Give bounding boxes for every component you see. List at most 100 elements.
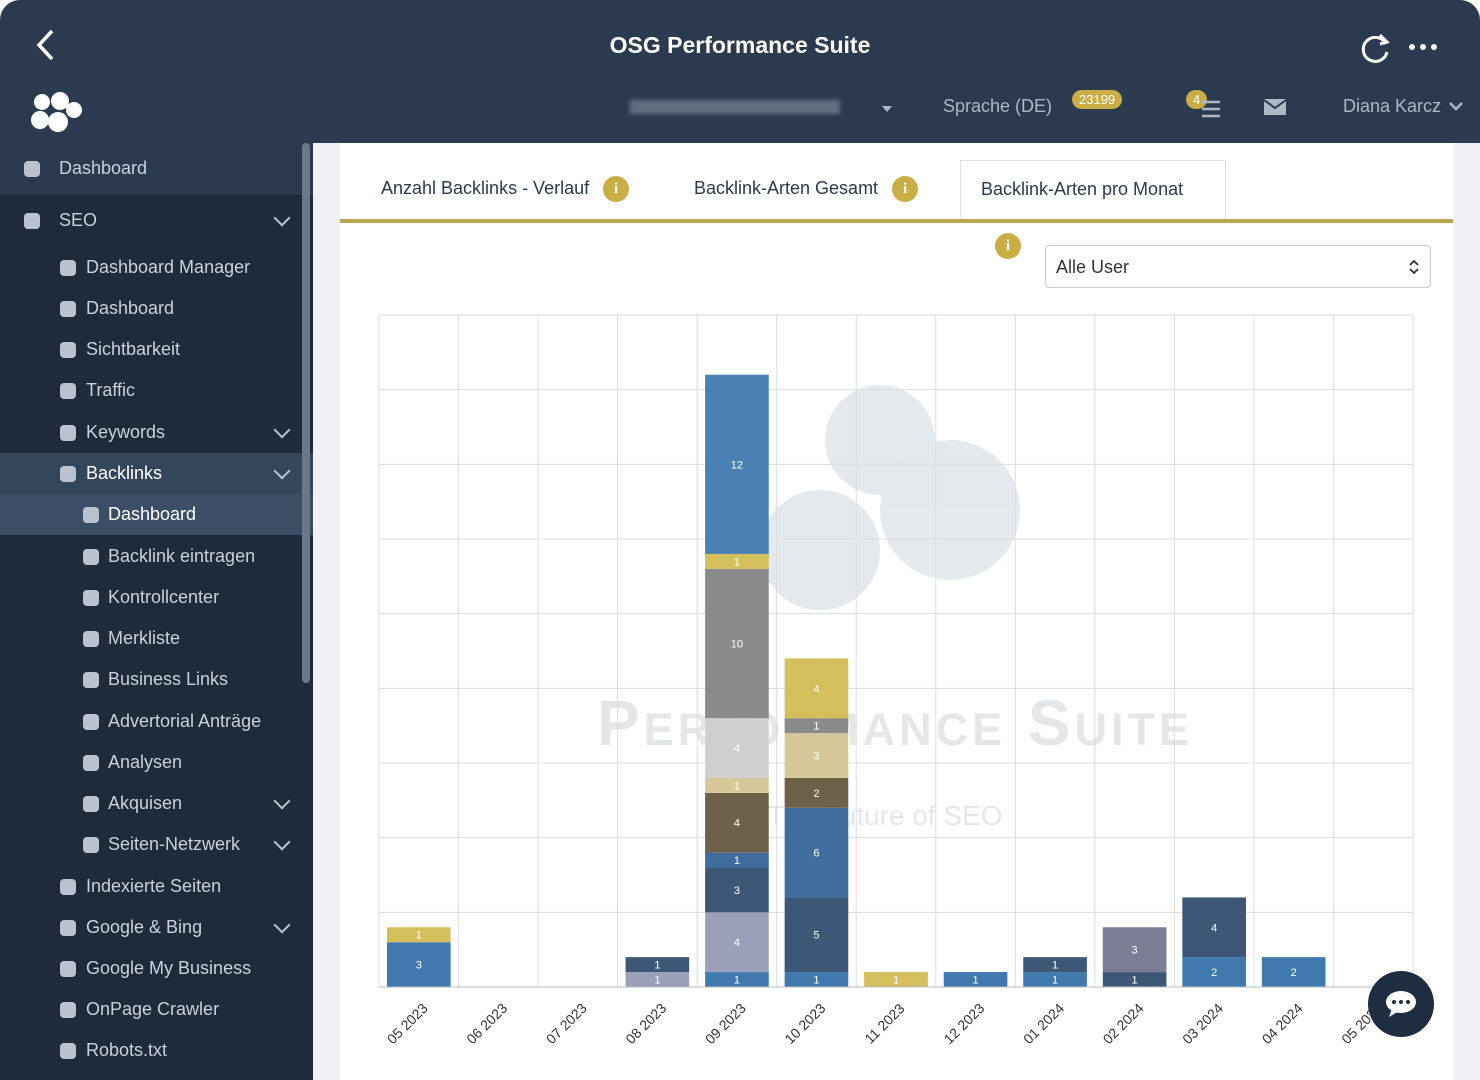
nav-item[interactable]: Indexierte Seiten — [0, 866, 300, 907]
nav-chevron[interactable] — [273, 462, 291, 480]
logo — [31, 92, 82, 132]
segment-label: 3 — [416, 960, 422, 972]
info-icon[interactable]: i — [603, 176, 630, 203]
nav-item[interactable]: Dashboard — [0, 148, 300, 189]
nav-label: Kontrollcenter — [108, 587, 220, 607]
segment-label: 1 — [1132, 975, 1138, 987]
nav-item[interactable]: Backlinks — [0, 453, 300, 494]
segment-label: 3 — [1132, 945, 1138, 957]
bar-segment — [1102, 972, 1167, 987]
segment-label: 4 — [813, 683, 819, 695]
content-card: Anzahl Backlinks - Verlauf i Backlink-Art… — [340, 143, 1453, 1080]
task-badge[interactable]: 4 — [1186, 90, 1208, 109]
bar-segment — [784, 897, 849, 973]
nav-chevron[interactable] — [273, 833, 291, 851]
notification-badge[interactable]: 23199 — [1072, 90, 1123, 109]
segment-label: 4 — [734, 937, 740, 949]
tab-label: Anzahl Backlinks - Verlauf — [381, 178, 590, 198]
watermark: Performance Suite The Future of SEO — [597, 385, 1189, 831]
bar-segment — [625, 972, 690, 987]
segment-label: 1 — [734, 975, 740, 987]
nav-item[interactable]: Advertorial Anträge — [0, 701, 300, 742]
nav-label: Keywords — [86, 422, 166, 442]
tab-label: Backlink-Arten pro Monat — [981, 179, 1184, 199]
nav-icon — [83, 755, 99, 771]
info-icon[interactable]: i — [892, 176, 919, 203]
bar-segment — [1023, 957, 1087, 973]
nav-item[interactable]: Backlink eintragen — [0, 536, 300, 577]
tab[interactable]: Backlink-Arten Gesamt i — [674, 160, 938, 216]
nav-item[interactable]: Business Links — [0, 659, 300, 700]
user-menu[interactable]: Diana Karcz — [1343, 96, 1442, 116]
segment-label: 1 — [1052, 975, 1058, 987]
segment-label: 1 — [813, 975, 819, 987]
active-item — [0, 494, 313, 535]
user-caret[interactable] — [1448, 101, 1464, 113]
nav-label: Sichtbarkeit — [86, 339, 181, 359]
nav-item[interactable]: Dashboard Manager — [0, 247, 300, 288]
segment-label: 12 — [731, 459, 743, 471]
tab-label: Backlink-Arten Gesamt — [694, 178, 879, 198]
nav-label: Backlink eintragen — [108, 546, 256, 566]
nav-item[interactable]: SEO — [0, 200, 300, 241]
nav-label: Dashboard — [59, 158, 148, 178]
chat-button[interactable] — [1368, 971, 1434, 1037]
info-icon[interactable]: i — [995, 233, 1021, 260]
segment-label: 1 — [1052, 960, 1058, 972]
bar-segment — [386, 927, 451, 943]
nav-item[interactable]: Google & Bing — [0, 907, 300, 948]
user-filter[interactable]: Alle User — [1045, 245, 1431, 288]
bar-segment — [1182, 957, 1246, 987]
nav-item[interactable]: OnPage Crawler — [0, 989, 300, 1030]
x-tick-label: 12 2023 — [940, 1000, 987, 1047]
scrollbar[interactable] — [302, 143, 310, 683]
domain-caret[interactable] — [880, 104, 894, 114]
nav-item[interactable]: Dashboard — [0, 288, 300, 329]
nav-item[interactable]: Kontrollcenter — [0, 577, 300, 618]
header-icons[interactable] — [1196, 96, 1306, 120]
back-button[interactable] — [34, 28, 58, 62]
nav-item[interactable]: Analysen — [0, 742, 300, 783]
bar-segment — [943, 972, 1008, 987]
nav-icon — [83, 631, 99, 647]
nav-item[interactable]: Sichtbarkeit — [0, 329, 300, 370]
nav-chevron[interactable] — [273, 792, 291, 810]
nav-item[interactable]: Keywords — [0, 412, 300, 453]
nav-item[interactable]: Google My Business — [0, 948, 300, 989]
nav-item[interactable]: Traffic — [0, 370, 300, 411]
nav-icon — [83, 672, 99, 688]
tab[interactable]: Anzahl Backlinks - Verlauf i — [361, 160, 649, 216]
select-arrows — [1409, 259, 1419, 275]
nav-icon — [60, 301, 76, 317]
bar-segment — [705, 568, 769, 719]
nav-item[interactable]: Dashboard — [0, 494, 300, 535]
nav-label: Google & Bing — [86, 917, 203, 937]
nav-item[interactable]: Robots.txt — [0, 1030, 300, 1071]
bar-segment — [784, 733, 849, 778]
top-actions[interactable] — [1360, 30, 1450, 64]
nav-label: Google My Business — [86, 958, 252, 978]
nav-chevron[interactable] — [273, 421, 291, 439]
tab-active[interactable]: Backlink-Arten pro Monat i — [960, 160, 1226, 260]
chat-icon — [1386, 991, 1416, 1017]
nav-item[interactable]: Seiten-Netzwerk — [0, 824, 300, 865]
nav-label: Indexierte Seiten — [86, 876, 222, 896]
nav-icon — [60, 961, 76, 977]
x-tick-label: 01 2024 — [1020, 1000, 1067, 1047]
nav-label: Dashboard Manager — [86, 257, 251, 277]
nav-item[interactable]: Merkliste — [0, 618, 300, 659]
x-tick-label: 10 2023 — [781, 1000, 828, 1047]
nav-icon — [83, 507, 99, 523]
nav-label: Robots.txt — [86, 1040, 168, 1060]
nav-icon — [83, 549, 99, 565]
segment-label: 2 — [1291, 967, 1297, 979]
bar-segment — [705, 374, 769, 554]
bar-segment — [705, 852, 769, 868]
nav-chevron[interactable] — [273, 916, 291, 934]
nav-label: OnPage Crawler — [86, 999, 220, 1019]
nav-chevron[interactable] — [273, 209, 291, 227]
language-select[interactable]: Sprache (DE) — [943, 96, 1053, 116]
nav-icon — [24, 161, 40, 177]
bar-segment — [705, 792, 769, 853]
nav-item[interactable]: Akquisen — [0, 783, 300, 824]
